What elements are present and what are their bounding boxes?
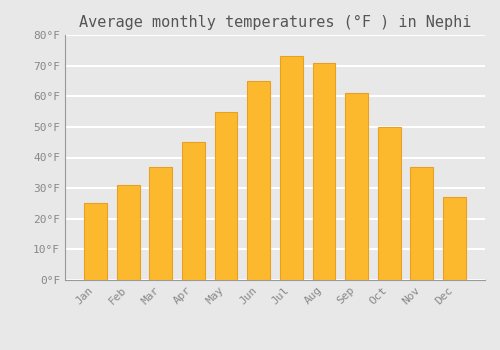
Bar <box>345 93 368 280</box>
Bar <box>378 127 400 280</box>
Bar <box>410 167 434 280</box>
Bar <box>84 203 107 280</box>
Bar <box>248 81 270 280</box>
Bar <box>116 185 140 280</box>
Bar <box>312 63 336 280</box>
Bar <box>280 56 302 280</box>
Bar <box>214 112 238 280</box>
Bar <box>182 142 205 280</box>
Bar <box>150 167 172 280</box>
Title: Average monthly temperatures (°F ) in Nephi: Average monthly temperatures (°F ) in Ne… <box>79 15 471 30</box>
Bar <box>443 197 466 280</box>
